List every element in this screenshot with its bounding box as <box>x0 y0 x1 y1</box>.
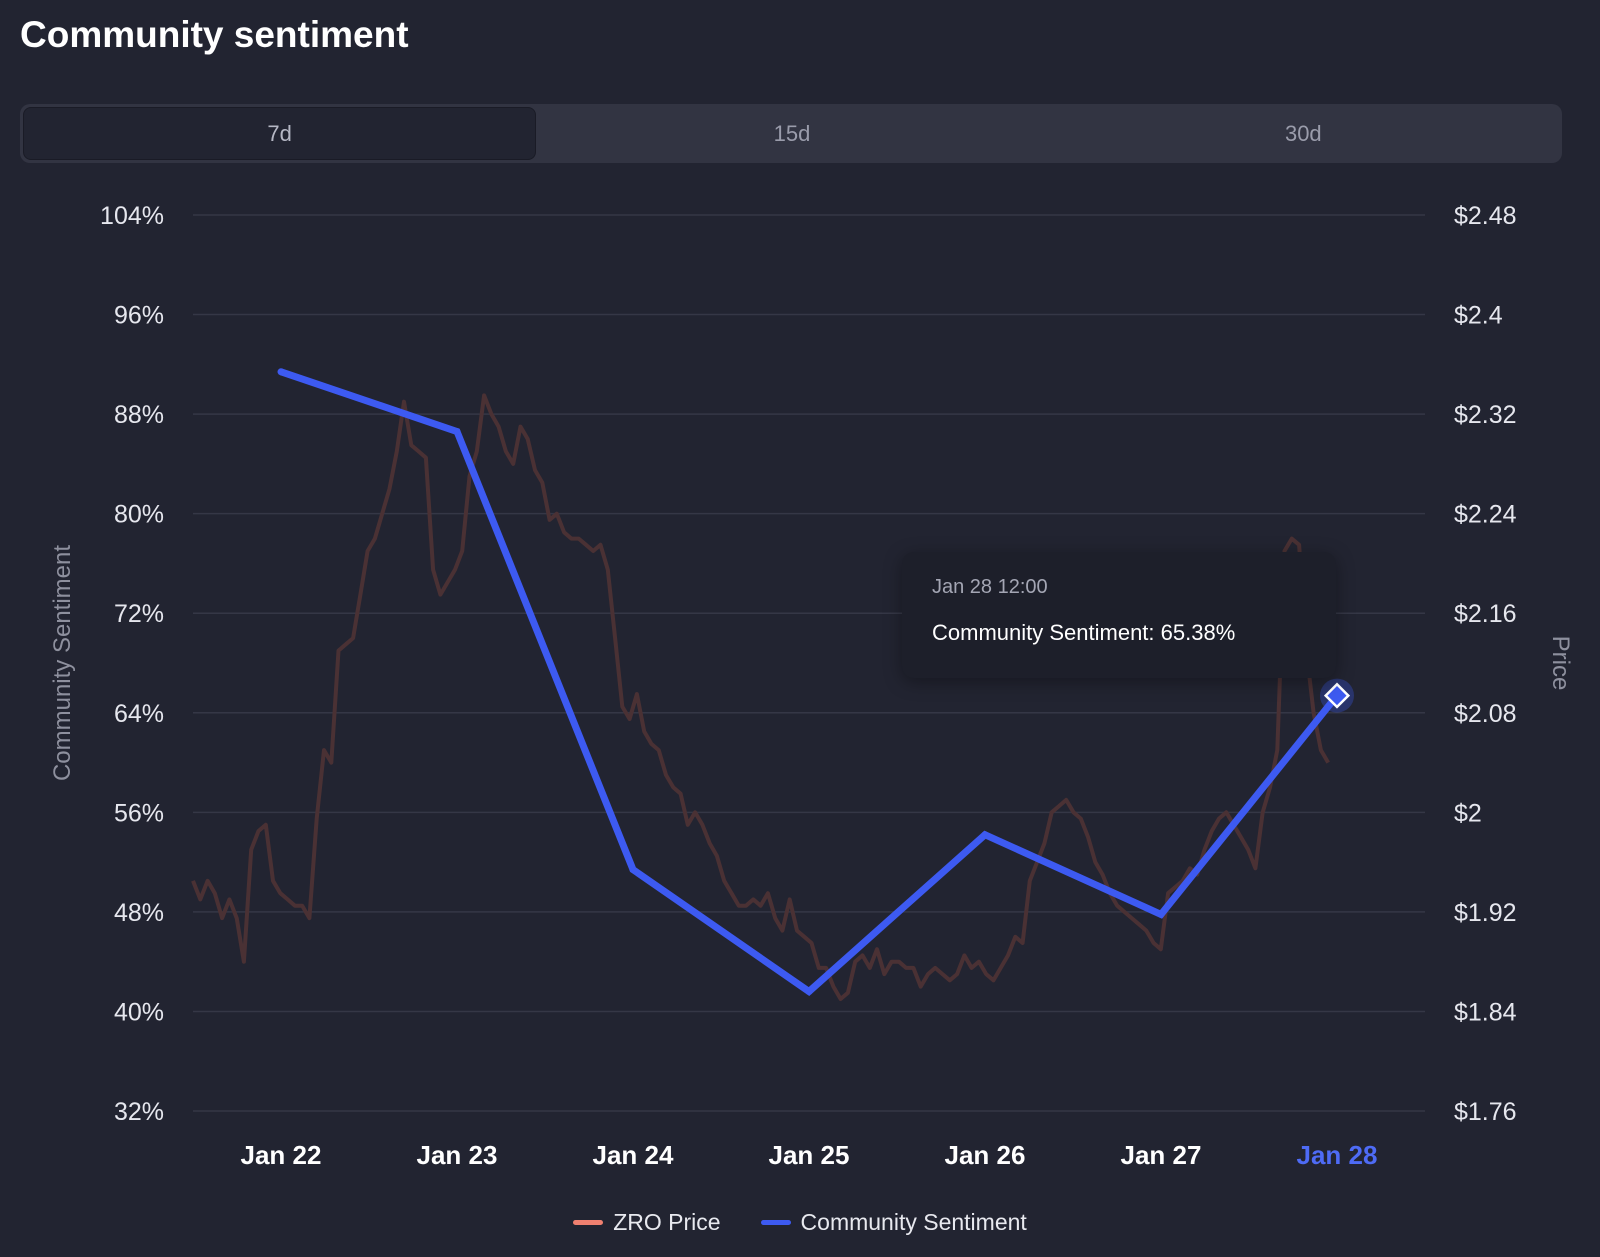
legend-swatch-price <box>573 1219 604 1225</box>
chart-tooltip: Jan 28 12:00 Community Sentiment: 65.38% <box>902 552 1336 678</box>
y-right-tick-label: $2.48 <box>1454 202 1517 230</box>
y-right-tick-label: $2.08 <box>1454 700 1517 728</box>
y-axis-left-label: Community Sentiment <box>49 545 76 781</box>
chart-legend: ZRO Price Community Sentiment <box>0 1200 1600 1244</box>
x-tick-label: Jan 22 <box>241 1140 322 1170</box>
price-line <box>191 393 1330 1001</box>
tab-30d[interactable]: 30d <box>1284 120 1322 146</box>
x-tick-label: Jan 26 <box>945 1140 1026 1170</box>
sentiment-point <box>981 831 989 839</box>
x-tick-label: Jan 28 <box>1297 1140 1378 1170</box>
y-left-tick-label: 40% <box>114 998 164 1026</box>
x-tick-label: Jan 23 <box>417 1140 498 1170</box>
page-title: Community sentiment <box>20 14 409 55</box>
hover-point-marker[interactable] <box>1323 682 1351 709</box>
y-left-tick-label: 32% <box>114 1098 164 1126</box>
y-right-tick-label: $2.32 <box>1454 401 1517 429</box>
tooltip-value: 65.38% <box>1160 620 1236 645</box>
y-right-tick-label: $2.4 <box>1454 302 1503 330</box>
tab-15d[interactable]: 15d <box>773 120 811 146</box>
tooltip-value-row: Community Sentiment: 65.38% <box>932 620 1236 645</box>
y-left-tick-label: 88% <box>114 401 164 429</box>
legend-item-price[interactable]: ZRO Price <box>573 1208 721 1236</box>
sentiment-line <box>279 368 1340 996</box>
sentiment-point <box>1157 910 1165 918</box>
y-right-tick-label: $2.24 <box>1454 501 1517 529</box>
y-right-tick-label: $2.16 <box>1454 600 1517 628</box>
y-right-tick-label: $1.92 <box>1454 899 1517 927</box>
x-tick-label: Jan 24 <box>593 1140 674 1170</box>
legend-label-price: ZRO Price <box>613 1208 721 1235</box>
y-left-tick-label: 72% <box>114 600 164 628</box>
legend-swatch-sentiment <box>760 1219 791 1225</box>
legend-item-sentiment[interactable]: Community Sentiment <box>760 1208 1027 1236</box>
sentiment-point <box>453 428 461 436</box>
y-left-tick-label: 64% <box>114 700 164 728</box>
y-right-tick-label: $1.76 <box>1454 1098 1517 1126</box>
y-left-tick-label: 104% <box>100 202 164 230</box>
x-tick-label: Jan 25 <box>769 1140 850 1170</box>
sentiment-point <box>629 866 637 874</box>
sentiment-point <box>277 368 285 376</box>
y-left-tick-label: 48% <box>114 899 164 927</box>
y-right-tick-label: $2 <box>1454 799 1482 827</box>
tooltip-date: Jan 28 12:00 <box>932 576 1048 598</box>
y-left-tick-label: 96% <box>114 302 164 330</box>
x-tick-label: Jan 27 <box>1121 1140 1202 1170</box>
y-axis-right-label: Price <box>1547 636 1574 691</box>
legend-label-sentiment: Community Sentiment <box>800 1208 1027 1235</box>
range-tabs: 7d 15d 30d <box>20 104 1562 163</box>
sentiment-point <box>805 988 813 996</box>
tab-7d[interactable]: 7d <box>23 107 537 160</box>
y-right-tick-label: $1.84 <box>1454 998 1517 1026</box>
y-left-tick-label: 80% <box>114 501 164 529</box>
tooltip-series-label: Community Sentiment <box>932 620 1149 645</box>
y-left-tick-label: 56% <box>114 799 164 827</box>
